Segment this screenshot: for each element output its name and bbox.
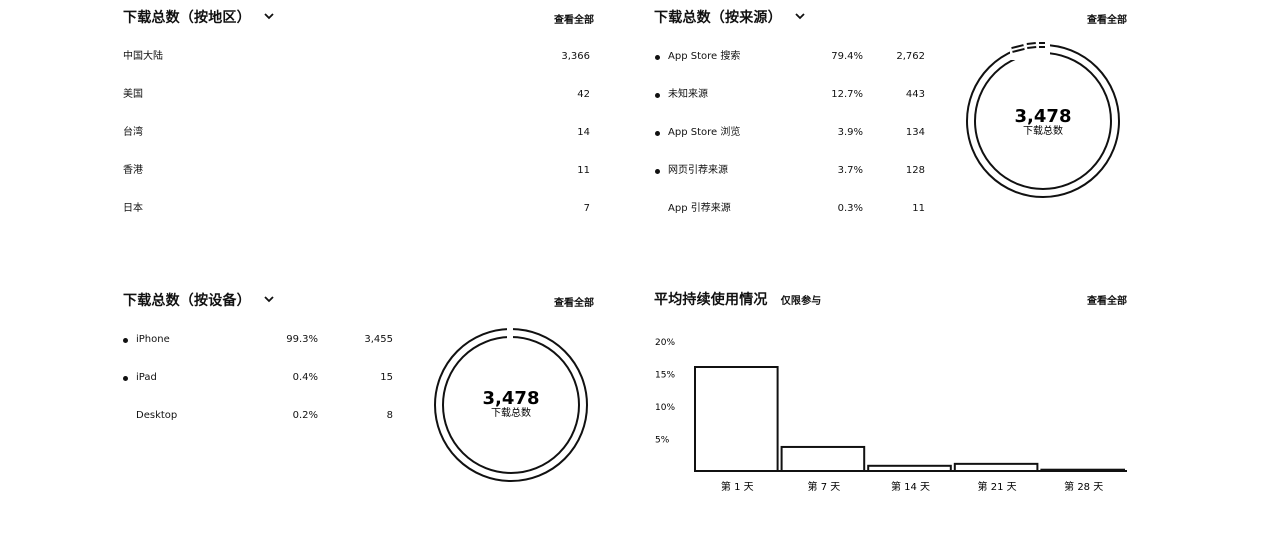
x-tick-label: 第 28 天 (1064, 480, 1103, 493)
source-view-all-link[interactable]: 查看全部 (1087, 15, 1127, 26)
y-tick-label: 5% (655, 436, 670, 446)
source-row-label: 未知来源 (668, 89, 708, 100)
chart-bar (694, 366, 779, 472)
source-panel-title[interactable]: 下载总数（按来源） (654, 7, 805, 27)
region-row-label: 日本 (123, 203, 143, 214)
x-tick-label: 第 14 天 (891, 480, 930, 493)
retention-panel-title: 平均持续使用情况 仅限参与 (654, 289, 822, 309)
source-donut-caption: 下载总数 (1023, 124, 1063, 137)
x-tick-label: 第 7 天 (808, 480, 841, 493)
y-tick-label: 10% (655, 403, 675, 413)
source-row-label: 网页引荐来源 (668, 165, 728, 176)
device-panel-title[interactable]: 下载总数（按设备） (123, 290, 274, 310)
source-row-percent: 79.4% (831, 51, 863, 62)
x-tick-label: 第 21 天 (978, 480, 1017, 493)
source-row-value: 2,762 (896, 51, 925, 62)
y-tick-label: 15% (655, 371, 675, 381)
retention-bar-chart: 20% 15% 10% 5% 第 1 天 第 7 天 第 14 天 第 21 天 第 28 天 (655, 338, 1127, 493)
device-donut-total: 3,478 (483, 388, 540, 409)
source-row-value: 443 (905, 89, 925, 100)
source-row-value: 128 (905, 165, 925, 176)
retention-title-text: 平均持续使用情况 (654, 292, 768, 308)
source-donut-total: 3,478 (1015, 106, 1072, 127)
device-row-value: 15 (380, 372, 393, 383)
source-row-label: App Store 搜索 (668, 51, 741, 62)
chart-bar (780, 445, 866, 472)
source-title-text: 下载总数（按来源） (654, 10, 782, 26)
device-donut-caption: 下载总数 (491, 406, 531, 419)
region-view-all-link[interactable]: 查看全部 (554, 15, 594, 26)
source-donut-chart: 3,478 下载总数 (966, 42, 1120, 198)
source-row-percent: 0.3% (837, 203, 863, 214)
source-row-label: App Store 浏览 (668, 127, 741, 138)
device-view-all-link[interactable]: 查看全部 (554, 298, 594, 309)
chart-bar (953, 462, 1039, 473)
chevron-down-icon[interactable] (264, 13, 274, 20)
source-row-percent: 3.7% (837, 165, 863, 176)
legend-dot-icon (655, 93, 660, 98)
retention-view-all-link[interactable]: 查看全部 (1087, 296, 1127, 307)
source-row-value: 134 (905, 127, 925, 138)
source-row-value: 11 (912, 203, 925, 214)
region-row-label: 中国大陆 (123, 51, 163, 62)
region-panel-title[interactable]: 下载总数（按地区） (123, 7, 274, 27)
retention-subtitle: 仅限参与 (780, 296, 822, 307)
device-row-label: iPhone (136, 334, 170, 345)
device-row-label: iPad (136, 372, 157, 383)
device-donut-chart: 3,478 下载总数 (434, 326, 588, 482)
source-row-percent: 3.9% (837, 127, 863, 138)
chevron-down-icon[interactable] (795, 13, 805, 20)
region-row-value: 42 (577, 89, 590, 100)
legend-dot-icon (655, 131, 660, 136)
region-row-value: 3,366 (561, 51, 590, 62)
device-row-percent: 0.2% (292, 410, 318, 421)
region-row-label: 台湾 (123, 127, 143, 138)
source-row-percent: 12.7% (831, 89, 863, 100)
region-row-label: 香港 (123, 165, 143, 176)
region-title-text: 下载总数（按地区） (123, 10, 251, 26)
device-row-percent: 0.4% (292, 372, 318, 383)
region-row-label: 美国 (123, 89, 143, 100)
device-row-label: Desktop (136, 410, 178, 421)
chevron-down-icon[interactable] (264, 296, 274, 303)
source-row-label: App 引荐来源 (668, 203, 731, 214)
legend-dot-icon (123, 376, 128, 381)
region-row-value: 7 (583, 203, 590, 214)
device-title-text: 下载总数（按设备） (123, 293, 251, 309)
device-row-value: 3,455 (364, 334, 393, 345)
y-tick-label: 20% (655, 338, 675, 348)
x-tick-label: 第 1 天 (721, 480, 754, 493)
legend-dot-icon (655, 55, 660, 60)
region-row-value: 11 (577, 165, 590, 176)
region-row-value: 14 (577, 127, 590, 138)
device-row-value: 8 (386, 410, 393, 421)
legend-dot-icon (655, 169, 660, 174)
device-row-percent: 99.3% (286, 334, 318, 345)
legend-dot-icon (123, 338, 128, 343)
